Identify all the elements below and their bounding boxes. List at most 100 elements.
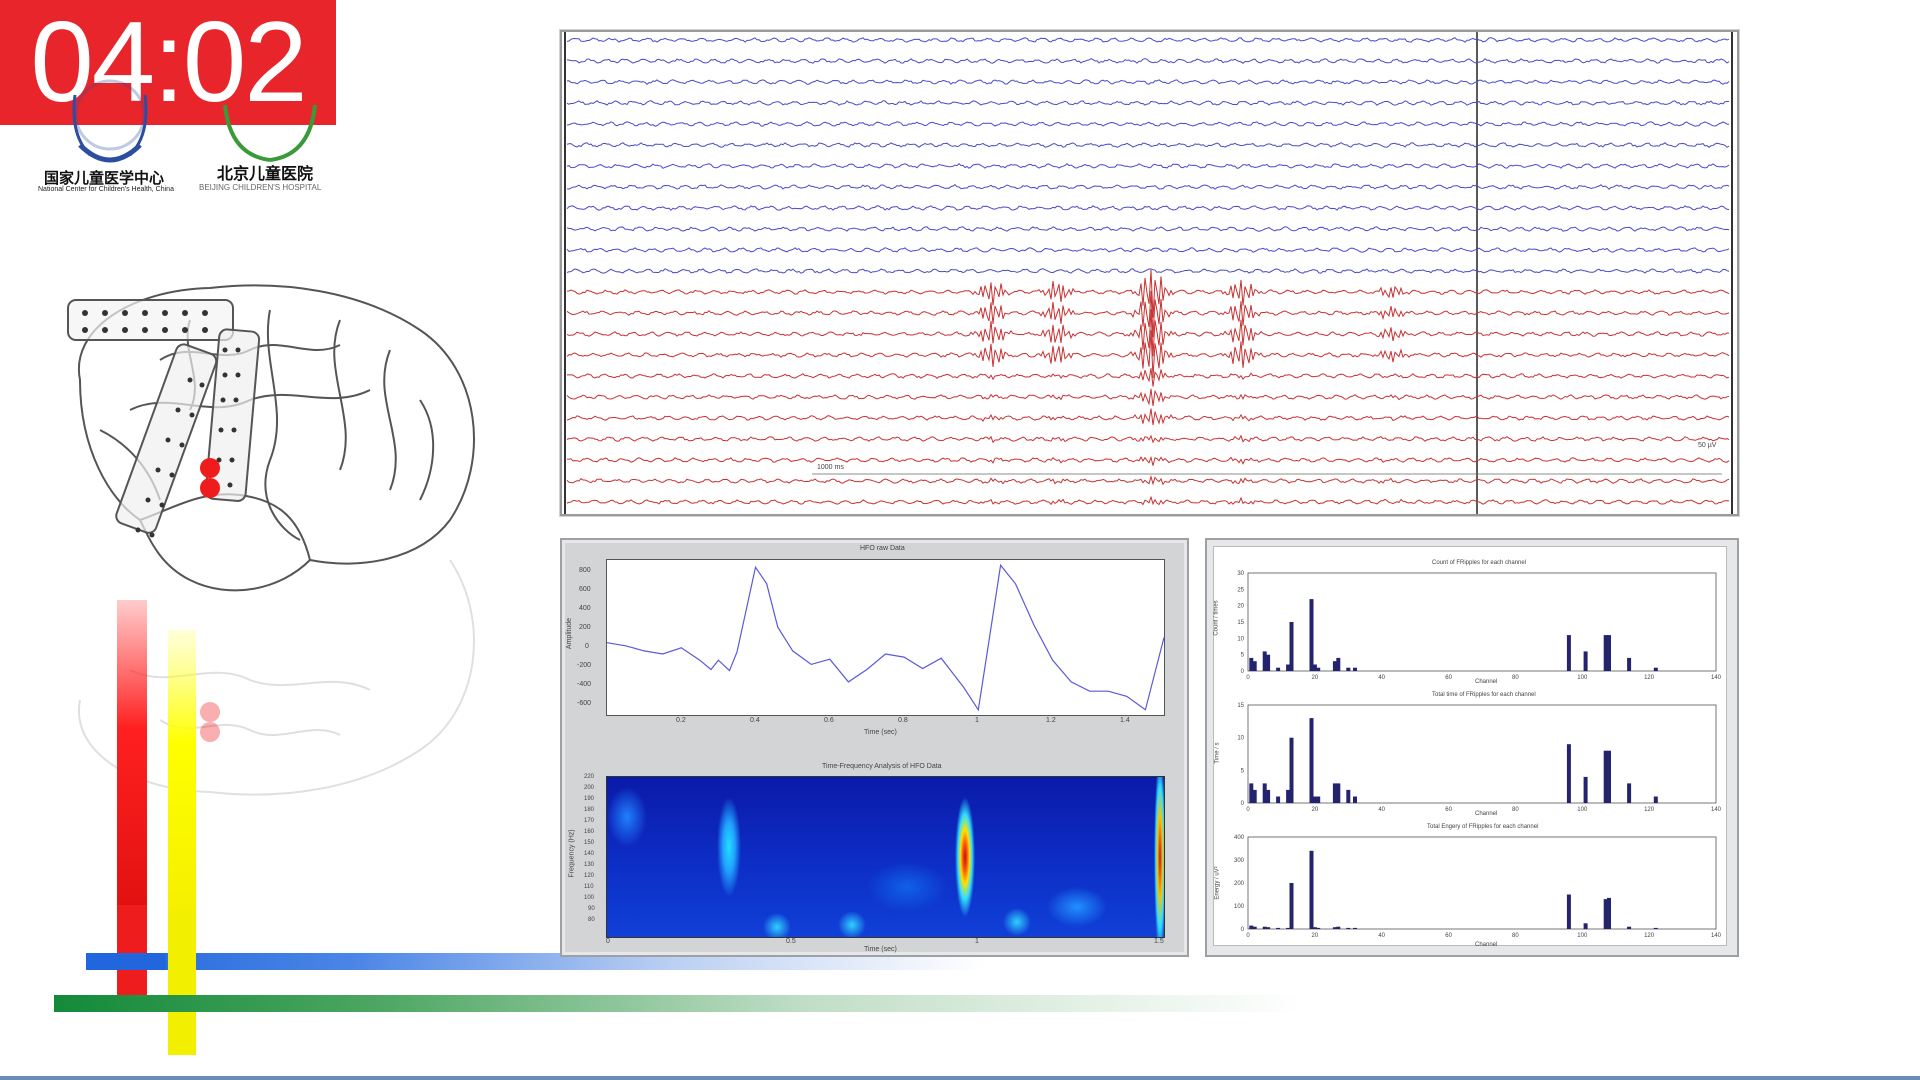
eeg-channel-trace: [566, 205, 1730, 211]
raw-ytick: 400: [579, 605, 591, 612]
ripple-bar: [1262, 783, 1267, 803]
hfo-tf-title: Time-Frequency Analysis of HFO Data: [822, 763, 942, 770]
tf-ytick: 160: [584, 829, 595, 835]
ripple-bar: [1289, 622, 1294, 671]
ripple-bar: [1607, 635, 1611, 671]
hfo-tf-xticks: 0 0.5 1 1.5: [606, 938, 1164, 948]
ripple-bar: [1603, 635, 1608, 671]
eeg-channel-trace: [566, 163, 1730, 169]
ripple-xtick: 80: [1512, 933, 1519, 939]
ripple-bar: [1332, 661, 1337, 671]
ripple-bar: [1316, 927, 1321, 929]
raw-ytick: -200: [577, 662, 592, 669]
ripple-ytick: 100: [1234, 904, 1245, 910]
raw-ytick: -400: [577, 681, 592, 688]
laurel-emblem-icon: [223, 104, 317, 162]
ripple-bar: [1266, 654, 1271, 671]
tf-ytick: 120: [584, 873, 595, 879]
tf-ytick: 110: [584, 884, 594, 890]
eeg-amplitude-scale-label: 50 µV: [1698, 442, 1717, 449]
eeg-channel-trace: [566, 269, 1730, 318]
raw-xtick: 1.4: [1120, 717, 1130, 724]
eeg-channel-trace: [566, 455, 1730, 466]
ripple-ytick: 400: [1234, 835, 1245, 841]
ripple-chart2-xlabel: Channel: [1475, 811, 1498, 817]
tf-xtick: 1: [975, 938, 979, 945]
ripple-ytick: 30: [1237, 571, 1244, 577]
ripple-bar: [1627, 783, 1632, 803]
ripple-xtick: 60: [1445, 807, 1452, 813]
eeg-channel-trace: [566, 184, 1730, 190]
ripple-bar: [1566, 894, 1571, 929]
ripple-ytick: 10: [1237, 636, 1244, 642]
ripple-ytick: 10: [1237, 736, 1244, 742]
ripple-bar: [1249, 783, 1254, 803]
raw-ytick: -600: [577, 700, 592, 707]
ripple-bar: [1262, 651, 1267, 671]
logo-left-en-text: National Center for Children's Health, C…: [38, 186, 174, 193]
ripple-bar: [1346, 927, 1351, 929]
blue-horizontal-bar: [86, 953, 986, 970]
tf-xtick: 1.5: [1154, 938, 1164, 945]
ripple-ytick: 0: [1241, 801, 1245, 807]
ripple-bar: [1309, 599, 1314, 671]
eeg-time-scale-label: 1000 ms: [817, 464, 844, 471]
eeg-channel-trace: [566, 309, 1730, 357]
ripple-bar: [1332, 927, 1337, 929]
ripple-plot-frame: [1247, 704, 1717, 804]
ripple-bar: [1309, 718, 1314, 803]
ripple-bar: [1627, 657, 1632, 671]
ripple-bar: [1566, 744, 1571, 803]
ripple-xtick: 80: [1512, 675, 1519, 681]
eeg-traces: [564, 32, 1733, 514]
ripple-bar: [1252, 789, 1257, 803]
seizure-onset-contacts: [200, 458, 220, 498]
tf-ytick: 140: [584, 851, 595, 857]
ripple-xtick: 100: [1577, 807, 1588, 813]
ripple-bar: [1312, 664, 1317, 671]
green-horizontal-bar: [54, 995, 1304, 1012]
ripple-ytick: 0: [1241, 927, 1245, 933]
ripple-ytick: 300: [1234, 858, 1245, 864]
raw-xtick: 0.6: [824, 717, 834, 724]
ripple-bar: [1603, 750, 1608, 803]
tf-ytick: 150: [584, 840, 595, 846]
ripple-bar: [1266, 789, 1271, 803]
eeg-channel-trace: [566, 79, 1730, 85]
ripple-xtick: 80: [1512, 807, 1519, 813]
eeg-channel-trace: [566, 330, 1730, 378]
ripple-xtick: 0: [1246, 675, 1250, 681]
ripple-chart2-title: Total time of FRipples for each channel: [1432, 692, 1536, 698]
tf-xtick: 0: [606, 938, 610, 945]
eeg-channel-trace: [567, 368, 1730, 387]
ripple-bar: [1346, 789, 1351, 803]
ripple-ytick: 20: [1237, 604, 1244, 610]
logo-left-cn-text: 国家儿童医学中心: [44, 169, 165, 187]
tf-ytick: 170: [584, 818, 595, 824]
eeg-channel-trace: [566, 142, 1730, 148]
eeg-channel-trace: [566, 226, 1730, 232]
ripple-bar: [1286, 927, 1291, 929]
eeg-channel-trace: [566, 495, 1730, 506]
logo-right-cn-text: 北京儿童医院: [217, 164, 314, 183]
ripple-bar: [1286, 664, 1291, 671]
ripple-bar: [1332, 783, 1337, 803]
ripple-bar: [1583, 651, 1588, 671]
tf-ytick: 100: [584, 895, 595, 901]
tf-ytick: 200: [584, 785, 595, 791]
tf-ytick: 180: [584, 807, 595, 813]
eeg-channel-trace: [566, 247, 1730, 253]
eeg-channel-trace: [566, 121, 1730, 127]
eeg-channel-trace: [566, 290, 1730, 338]
raw-xtick: 0.8: [898, 717, 908, 724]
ripple-chart1-xlabel: Channel: [1475, 679, 1498, 685]
ripple-bar: [1566, 635, 1571, 671]
ripple-bar: [1353, 667, 1357, 671]
ripple-chart2-ylabel: Time / s: [1214, 742, 1221, 764]
ripple-bar: [1336, 926, 1341, 929]
ripple-chart1-ylabel: Count / times: [1213, 600, 1220, 636]
blue-bar-overlay: [86, 953, 166, 970]
eeg-trace-panel: 1000 ms 50 µV: [560, 30, 1739, 516]
ripple-bar: [1336, 783, 1341, 803]
raw-xtick: 1.2: [1046, 717, 1056, 724]
